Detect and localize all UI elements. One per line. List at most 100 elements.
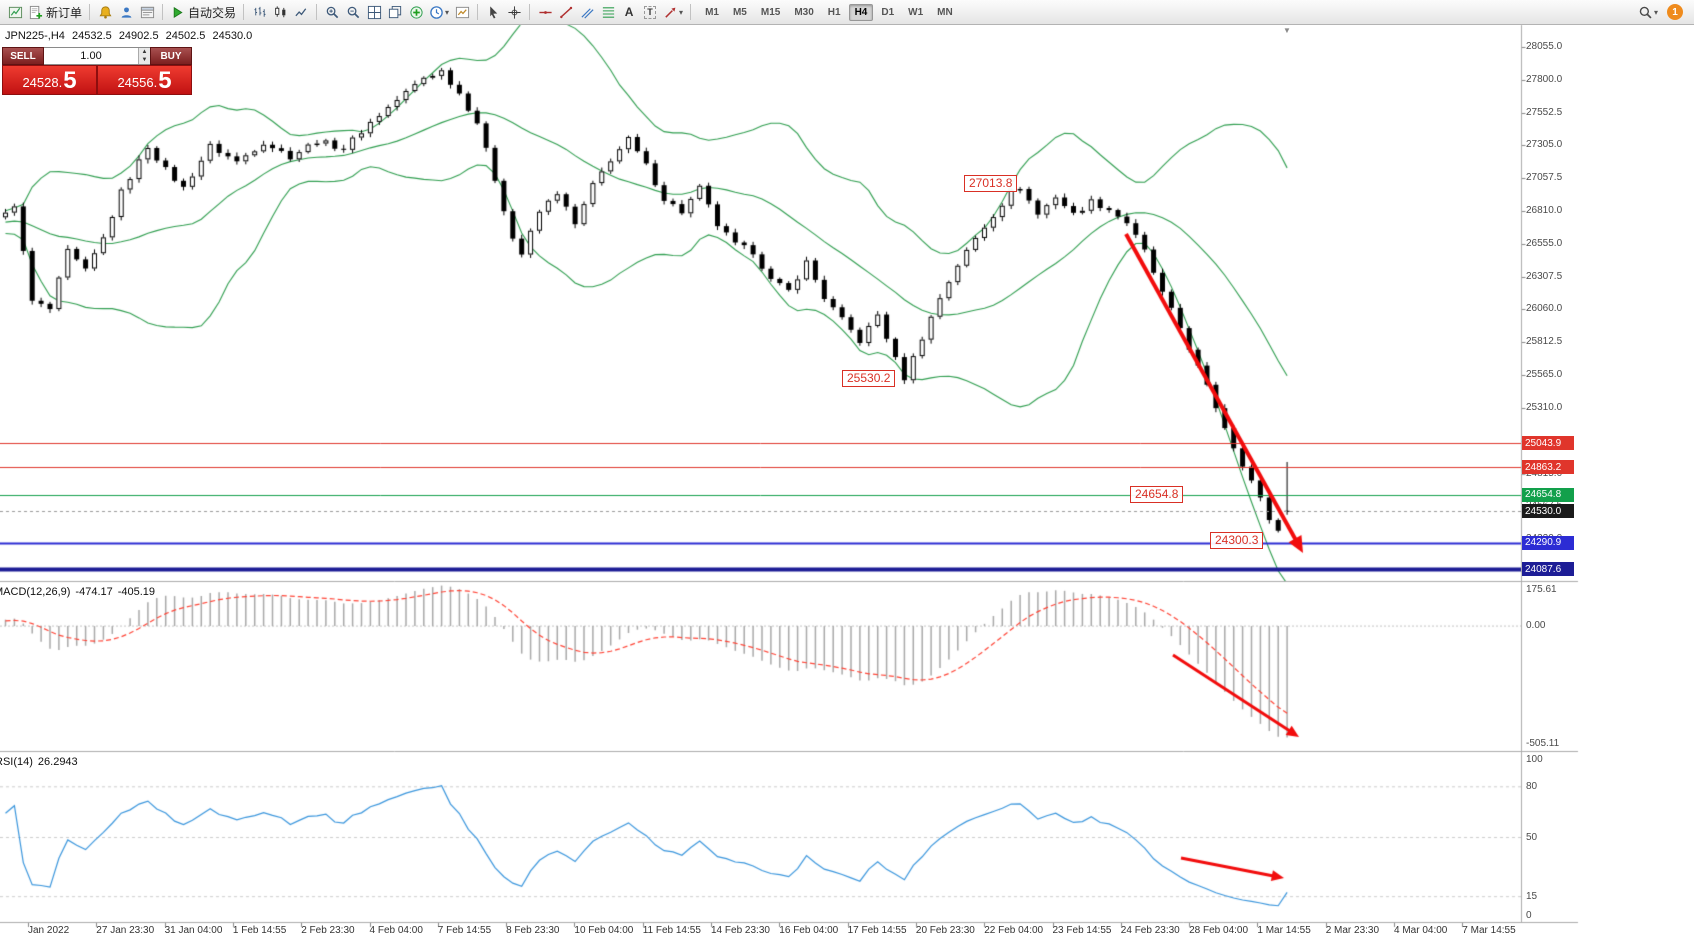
chart-shift-marker-icon[interactable]: ▼ <box>1283 26 1291 35</box>
toolbar-separator <box>529 4 531 20</box>
volume-stepper[interactable]: ▲ ▼ <box>138 48 150 64</box>
macd-indicator-label: MACD(12,26,9) -474.17 -405.19 <box>0 586 160 598</box>
notification-badge[interactable]: 1 <box>1667 4 1683 20</box>
price-axis-label: 26555.0 <box>1526 238 1563 250</box>
timeframe-m5-button[interactable]: M5 <box>732 6 747 18</box>
sell-price-panel[interactable]: 24528. 5 <box>2 65 97 95</box>
timeframe-m1-button[interactable]: M1 <box>705 6 719 18</box>
volume-field[interactable]: 1.00 ▲ ▼ <box>44 47 150 65</box>
macd-signal-value: -405.19 <box>117 586 156 598</box>
toolbar-separator <box>477 4 479 20</box>
price-axis-label: 25812.5 <box>1526 336 1563 348</box>
price-tag-24654.8: 24654.8 <box>1522 487 1574 502</box>
arrows-tool-icon[interactable]: ▾ <box>661 2 685 22</box>
price-axis-label: 26307.5 <box>1526 270 1563 282</box>
price-axis-label: 28055.0 <box>1526 40 1563 52</box>
chart-annotation-25530.2[interactable]: 25530.2 <box>842 370 896 387</box>
timeframe-m30-button[interactable]: M30 <box>794 6 814 18</box>
terminal-panel-icon[interactable] <box>137 2 157 22</box>
volume-value[interactable]: 1.00 <box>80 50 102 62</box>
rsi-indicator-label: RSI(14) 26.2943 <box>0 756 83 768</box>
time-axis-label: 8 Feb 23:30 <box>506 925 560 936</box>
symbol-period-label: JPN225-,H4 <box>5 30 65 42</box>
crosshair-icon[interactable] <box>504 2 524 22</box>
chart-annotation-24654.8[interactable]: 24654.8 <box>1130 486 1184 503</box>
macd-axis-label: 175.61 <box>1526 584 1557 595</box>
chart-annotation-27013.8[interactable]: 27013.8 <box>964 175 1018 192</box>
chart-ohlc-header: JPN225-,H4 24532.5 24902.5 24502.5 24530… <box>5 30 256 42</box>
cursor-icon[interactable] <box>483 2 503 22</box>
zoom-out-icon[interactable] <box>343 2 363 22</box>
timeframe-h4-button[interactable]: H4 <box>848 3 874 21</box>
channel-tool-icon[interactable] <box>577 2 597 22</box>
buy-button[interactable]: BUY <box>150 47 192 65</box>
price-tag-24863.2: 24863.2 <box>1522 460 1574 475</box>
templates-icon[interactable] <box>452 2 472 22</box>
toolbar-separator <box>243 4 245 20</box>
price-axis-label: 27800.0 <box>1526 74 1563 86</box>
horizontal-line-tool-icon[interactable] <box>535 2 555 22</box>
macd-axis-label: -505.11 <box>1526 738 1560 749</box>
market-watch-icon[interactable] <box>5 2 25 22</box>
new-order-label: 新订单 <box>46 5 83 20</box>
periods-icon[interactable]: ▾ <box>427 2 451 22</box>
indicators-icon[interactable] <box>406 2 426 22</box>
timeframe-d1-button[interactable]: D1 <box>881 6 895 18</box>
open-value: 24532.5 <box>71 30 112 42</box>
time-axis-label: 11 Feb 14:55 <box>642 925 701 936</box>
toolbar-separator <box>690 4 692 20</box>
rsi-axis-label: 0 <box>1526 910 1532 921</box>
price-tag-24530.0: 24530.0 <box>1522 504 1574 519</box>
macd-name: MACD(12,26,9) <box>0 586 71 598</box>
volume-up-icon[interactable]: ▲ <box>139 48 150 56</box>
rsi-value: 26.2943 <box>37 756 78 768</box>
zoom-in-icon[interactable] <box>322 2 342 22</box>
text-tool-icon[interactable]: A <box>624 5 634 19</box>
time-axis-label: 22 Feb 04:00 <box>984 925 1044 936</box>
chart-annotation-24300.3[interactable]: 24300.3 <box>1210 532 1264 549</box>
search-icon[interactable]: ▾ <box>1636 2 1660 22</box>
cascade-windows-icon[interactable] <box>385 2 405 22</box>
buy-price-panel[interactable]: 24556. 5 <box>97 65 192 95</box>
volume-down-icon[interactable]: ▼ <box>139 56 150 64</box>
periods-caret-icon: ▾ <box>445 7 450 17</box>
candlestick-chart-icon[interactable] <box>270 2 290 22</box>
label-tool-icon[interactable]: T <box>640 2 660 22</box>
timeframe-mn-button[interactable]: MN <box>937 6 953 18</box>
price-axis-label: 27552.5 <box>1526 106 1563 118</box>
tile-windows-icon[interactable] <box>364 2 384 22</box>
time-axis-label: 20 Feb 23:30 <box>915 925 975 936</box>
high-value: 24902.5 <box>118 30 159 42</box>
rsi-name: RSI(14) <box>0 756 33 768</box>
timeframe-w1-button[interactable]: W1 <box>908 6 924 18</box>
sell-price: 24528. <box>22 75 63 90</box>
time-axis-label: 16 Feb 04:00 <box>779 925 839 936</box>
toolbar: 新订单 自动交易 ▾ A T ▾ M1 M5 M15 M30 H1 H4 D1 W1 MN ▾ <box>0 0 1694 25</box>
arrows-dropdown-caret-icon: ▾ <box>679 7 684 17</box>
time-axis-label: 4 Mar 04:00 <box>1394 925 1448 936</box>
macd-value: -474.17 <box>75 586 113 598</box>
price-axis-label: 25310.0 <box>1526 402 1563 414</box>
sell-price-pip: 5 <box>63 67 77 94</box>
time-axis-label: 27 Jan 23:30 <box>96 925 155 936</box>
autotrade-button[interactable]: 自动交易 <box>168 2 238 22</box>
close-value: 24530.0 <box>212 30 253 42</box>
time-axis-label: Jan 2022 <box>28 925 70 936</box>
line-chart-icon[interactable] <box>291 2 311 22</box>
fibonacci-tool-icon[interactable] <box>598 2 618 22</box>
profile-icon[interactable] <box>116 2 136 22</box>
alerts-icon[interactable] <box>95 2 115 22</box>
timeframe-m15-button[interactable]: M15 <box>760 6 781 18</box>
one-click-trading-widget: SELL 1.00 ▲ ▼ BUY 24528. 5 24556. 5 <box>2 47 192 95</box>
time-axis-label: 23 Feb 14:55 <box>1052 925 1112 936</box>
price-axis-label: 27057.5 <box>1526 171 1563 183</box>
bar-chart-icon[interactable] <box>249 2 269 22</box>
new-order-button[interactable]: 新订单 <box>26 2 84 22</box>
price-tag-25043.9: 25043.9 <box>1522 436 1574 451</box>
trendline-tool-icon[interactable] <box>556 2 576 22</box>
timeframe-h1-button[interactable]: H1 <box>827 6 841 18</box>
buy-price: 24556. <box>117 75 158 90</box>
sell-button[interactable]: SELL <box>2 47 44 65</box>
price-axis-label: 25565.0 <box>1526 368 1563 380</box>
